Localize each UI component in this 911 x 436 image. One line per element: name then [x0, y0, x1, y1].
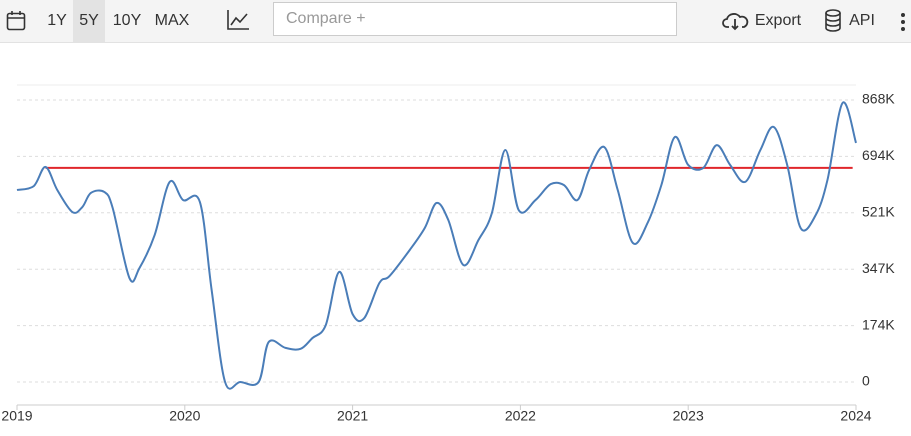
y-tick-label: 347K	[862, 260, 895, 276]
x-tick-label: 2019	[1, 408, 32, 424]
compare-input[interactable]: Compare +	[273, 2, 677, 36]
y-tick-label: 0	[862, 373, 870, 389]
x-tick-label: 2023	[673, 408, 704, 424]
toolbar: 1Y 5Y 10Y MAX Compare + Export API	[0, 0, 911, 43]
x-tick-label: 2022	[505, 408, 536, 424]
series-line	[16, 101, 857, 390]
range-button[interactable]: MAX	[154, 12, 190, 29]
calendar-icon[interactable]	[6, 10, 26, 32]
api-button[interactable]: API	[849, 12, 875, 29]
y-tick-label: 521K	[862, 204, 895, 220]
range-button[interactable]: 5Y	[73, 0, 105, 42]
export-button[interactable]: Export	[754, 12, 802, 29]
x-tick-label: 2021	[337, 408, 368, 424]
more-icon[interactable]	[899, 12, 907, 32]
y-tick-label: 868K	[862, 91, 895, 107]
x-tick-label: 2024	[840, 408, 871, 424]
api-icon[interactable]	[824, 9, 844, 33]
export-icon[interactable]	[722, 10, 750, 32]
y-tick-label: 174K	[862, 316, 895, 332]
y-tick-label: 694K	[862, 147, 895, 163]
x-tick-label: 2020	[169, 408, 200, 424]
range-button[interactable]: 10Y	[112, 12, 142, 29]
range-button[interactable]: 1Y	[47, 12, 67, 29]
chart-type-icon[interactable]	[226, 9, 250, 31]
